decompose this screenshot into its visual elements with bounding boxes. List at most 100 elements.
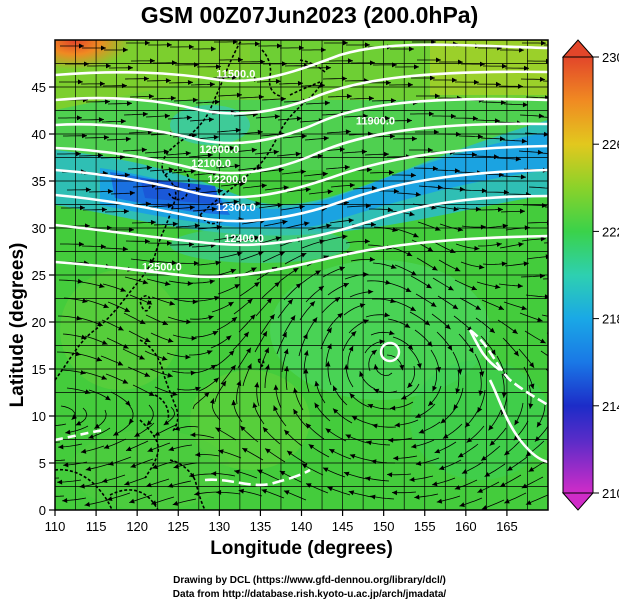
streamline-arrowhead	[440, 418, 447, 424]
streamline	[542, 80, 548, 82]
streamline-arrowhead	[514, 419, 520, 426]
y-tick-label: 15	[32, 362, 46, 377]
streamline-arrowhead	[326, 65, 331, 71]
streamline-arrowhead	[103, 303, 109, 309]
streamline-arrowhead	[371, 185, 377, 191]
streamline-arrowhead	[144, 372, 150, 377]
streamline-arrowhead	[344, 164, 350, 170]
streamline-arrowhead	[477, 134, 483, 140]
streamline-arrowhead	[386, 80, 391, 86]
contour-label: 12200.0	[208, 174, 248, 186]
streamline-arrowhead	[478, 390, 484, 396]
streamline-arrowhead	[124, 480, 130, 486]
streamline-arrowhead	[517, 283, 523, 289]
x-tick-label: 110	[45, 519, 66, 534]
streamline-arrowhead	[521, 138, 527, 144]
streamline-arrowhead	[371, 349, 377, 355]
streamline-arrowhead	[212, 331, 219, 336]
streamline-arrowhead	[185, 150, 191, 156]
x-tick-label: 130	[208, 519, 230, 534]
streamline-arrowhead	[104, 99, 110, 105]
streamline-arrowhead	[194, 223, 200, 229]
streamline-arrowhead	[500, 100, 506, 105]
streamline-arrowhead	[161, 355, 168, 361]
streamline-arrowhead	[528, 466, 535, 472]
streamline-arrowhead	[107, 188, 113, 194]
streamline-arrowhead	[521, 305, 527, 311]
streamline-arrowhead	[393, 455, 399, 461]
streamline-arrowhead	[373, 364, 379, 370]
streamline-arrowhead	[185, 354, 191, 360]
streamline-arrowhead	[496, 242, 502, 247]
streamline-arrowhead	[275, 78, 281, 84]
streamline-arrowhead	[409, 211, 415, 217]
streamline-arrowhead	[392, 62, 397, 68]
x-axis-label: Longitude (degrees)	[210, 538, 393, 559]
streamline-arrowhead	[538, 113, 544, 119]
streamline-arrowhead	[477, 488, 483, 493]
contour-label: 12400.0	[224, 233, 264, 245]
streamline-arrowhead	[496, 81, 501, 87]
streamline-arrowhead	[254, 235, 260, 241]
streamline-arrowhead	[501, 261, 507, 267]
streamline-arrowhead	[500, 482, 506, 487]
colorbar-tick-label: 230	[602, 50, 619, 65]
streamline-arrowhead	[277, 43, 282, 49]
streamline-arrowhead	[481, 455, 487, 461]
streamline-arrowhead	[308, 444, 315, 450]
streamline-arrowhead	[231, 75, 237, 80]
streamline-arrowhead	[82, 298, 88, 304]
streamline	[55, 441, 61, 443]
streamline-arrowhead	[236, 380, 242, 387]
streamline-arrowhead	[40, 494, 45, 499]
streamline-arrowhead	[88, 434, 94, 439]
streamline-arrowhead	[251, 147, 257, 153]
streamline-arrowhead	[436, 57, 441, 63]
streamline-arrowhead	[481, 505, 488, 510]
streamline-arrowhead	[172, 60, 177, 66]
streamline-arrowhead	[254, 282, 260, 288]
streamline-arrowhead	[495, 284, 501, 290]
streamline-arrowhead	[195, 386, 201, 392]
streamline-arrowhead	[493, 154, 499, 160]
streamline-arrowhead	[216, 224, 222, 230]
streamline-arrowhead	[121, 83, 127, 89]
streamline-arrowhead	[189, 44, 194, 50]
streamline-arrowhead	[163, 149, 169, 155]
streamline-arrowhead	[480, 61, 485, 67]
streamline-arrowhead	[113, 431, 119, 436]
streamline-arrowhead	[257, 129, 263, 135]
streamline-arrowhead	[274, 114, 280, 120]
streamline-arrowhead	[315, 270, 321, 276]
streamline-arrowhead	[387, 207, 393, 213]
streamline-arrowhead	[283, 348, 289, 355]
streamline-arrowhead	[123, 344, 129, 349]
streamline-arrowhead	[265, 448, 271, 454]
colorbar-tick-label: 218	[602, 312, 619, 327]
streamline-arrowhead	[447, 345, 453, 351]
coastlines	[55, 40, 326, 510]
streamline-arrowhead	[85, 466, 92, 472]
streamline-arrowhead	[333, 385, 338, 392]
streamline-arrowhead	[233, 40, 238, 45]
streamline-arrowhead	[274, 282, 280, 288]
streamline-arrowhead	[534, 436, 541, 442]
streamline-arrowhead	[123, 47, 128, 53]
streamline-arrowhead	[480, 224, 486, 230]
streamline-arrowhead	[329, 449, 335, 454]
streamline-arrowhead	[75, 420, 82, 426]
streamline-arrowhead	[322, 171, 328, 177]
streamline-arrowhead	[525, 500, 532, 505]
streamline-arrowhead	[299, 204, 305, 210]
streamline-arrowhead	[58, 444, 64, 450]
streamline-arrowhead	[84, 389, 91, 395]
streamline-arrowhead	[122, 379, 129, 384]
streamline-arrowhead	[537, 317, 543, 322]
streamline-arrowhead	[191, 335, 197, 341]
chart-title: GSM 00Z07Jun2023 (200.0hPa)	[140, 2, 479, 28]
streamline-arrowhead	[327, 189, 333, 195]
streamline-arrowhead	[359, 371, 364, 377]
streamline	[55, 459, 66, 461]
streamline-arrowhead	[490, 349, 496, 356]
streamline-arrowhead	[343, 364, 349, 370]
